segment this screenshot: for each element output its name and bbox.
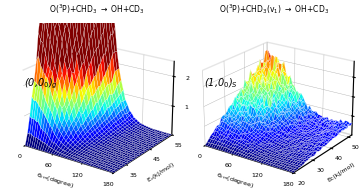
Text: O($^{3}$P)+CHD$_3$ $\rightarrow$ OH+CD$_3$: O($^{3}$P)+CHD$_3$ $\rightarrow$ OH+CD$_… xyxy=(49,2,145,16)
Text: (0,0$_0$)$_g$: (0,0$_0$)$_g$ xyxy=(24,76,58,91)
X-axis label: θ$_{cm}$(degree): θ$_{cm}$(degree) xyxy=(35,171,75,189)
Text: O($^{3}$P)+CHD$_3$(v$_1$) $\rightarrow$ OH+CD$_3$: O($^{3}$P)+CHD$_3$(v$_1$) $\rightarrow$ … xyxy=(219,2,329,16)
Y-axis label: Ec(kJ/mol): Ec(kJ/mol) xyxy=(327,162,356,183)
Text: (1,0$_0$)$_S$: (1,0$_0$)$_S$ xyxy=(204,76,238,90)
Y-axis label: E$_c$(kJ/mol): E$_c$(kJ/mol) xyxy=(145,160,177,185)
X-axis label: θ$_{cm}$(degree): θ$_{cm}$(degree) xyxy=(215,171,255,189)
